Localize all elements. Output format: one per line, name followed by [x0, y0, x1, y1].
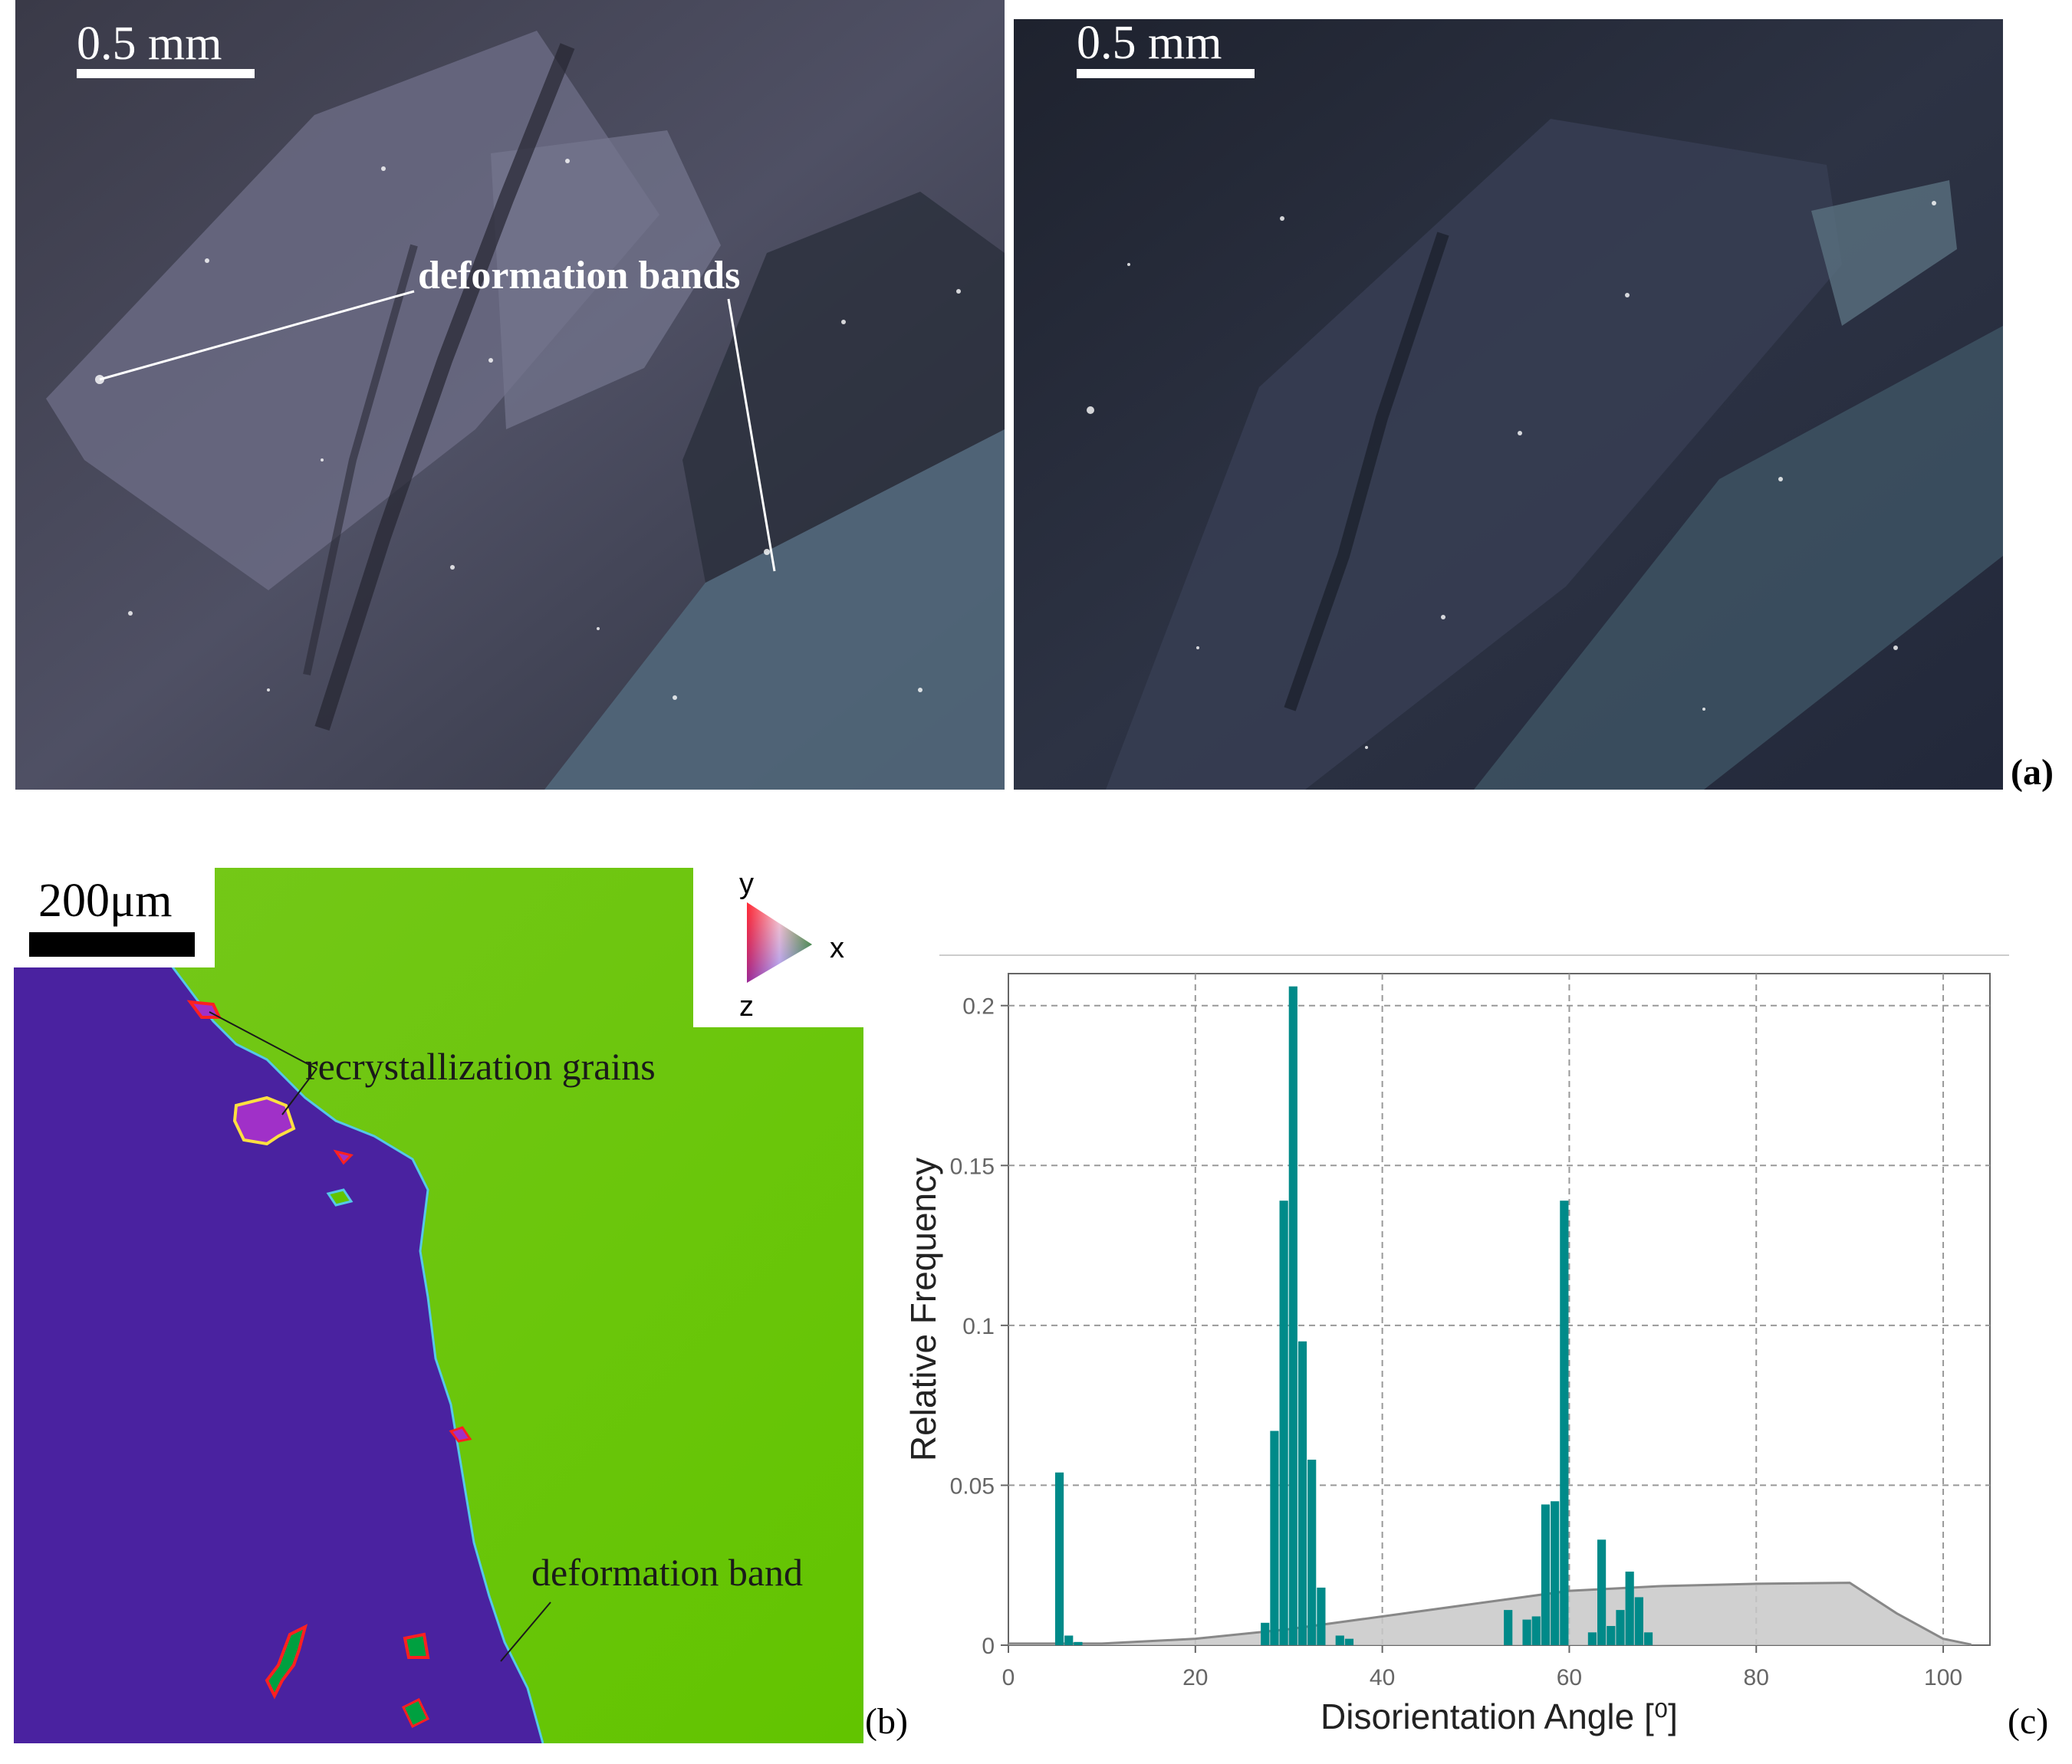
ebsd-scale-bar [29, 932, 195, 957]
y-tick-label: 0.1 [962, 1314, 995, 1339]
reference-line [1008, 1582, 1972, 1646]
x-tick-label: 0 [1002, 1665, 1015, 1690]
histogram-bar [1270, 1431, 1279, 1645]
panel-b-letter: (b) [865, 1701, 908, 1742]
ticks: 0 20 40 60 80 100 0 0.05 0.1 0.15 0.2 [950, 994, 1962, 1690]
histogram-bar [1531, 1616, 1541, 1645]
bars [1054, 986, 1653, 1645]
histogram-bar [1261, 1622, 1270, 1645]
scale-bar-right [1077, 69, 1255, 78]
scale-label-left: 0.5 mm [77, 18, 222, 70]
x-tick-label: 40 [1370, 1665, 1395, 1690]
x-tick-label: 60 [1557, 1665, 1582, 1690]
histogram-bar [1317, 1587, 1326, 1645]
histogram-bar [1522, 1619, 1531, 1645]
speckles-right [1087, 201, 1936, 749]
histogram-bar [1307, 1460, 1317, 1645]
panel-a-letter: (a) [2011, 752, 2054, 793]
y-tick-label: 0.15 [950, 1154, 995, 1179]
micrograph-right: 0.5 mm [1014, 19, 2003, 790]
micrograph-left: 0.5 mm deformation bands [15, 0, 1005, 790]
y-tick-label: 0.2 [962, 994, 995, 1020]
grid [1008, 974, 1990, 1645]
plot-area [1008, 973, 1991, 1646]
micrograph-left-image [15, 0, 1005, 790]
histogram-bar [1297, 1341, 1307, 1645]
chart-svg: 0 20 40 60 80 100 0 0.05 0.1 0.15 0.2 Disorientati… [903, 954, 2009, 1736]
histogram-bar [1607, 1625, 1616, 1645]
histogram-bar [1634, 1597, 1643, 1645]
recrystallization-grains-label: recrystallization grains [305, 1045, 656, 1088]
key-z: z [739, 990, 754, 1023]
speckles [95, 159, 961, 700]
histogram-bar [1054, 1472, 1064, 1645]
y-tick-label: 0 [982, 1634, 995, 1659]
key-y: y [739, 868, 754, 900]
reference-curve [1008, 1582, 1972, 1646]
histogram-bar [1344, 1638, 1354, 1645]
histogram-bar [1064, 1635, 1074, 1645]
histogram-bar [1279, 1201, 1288, 1645]
histogram-bar [1541, 1504, 1551, 1645]
scale-bar-left [77, 69, 255, 78]
histogram-bar [1625, 1572, 1634, 1645]
histogram-bar [1597, 1539, 1607, 1645]
histogram-bar [1643, 1632, 1653, 1645]
histogram-bar [1504, 1610, 1513, 1645]
ebsd-scale-label: 200μm [38, 875, 173, 927]
purple-grain [14, 929, 543, 1743]
histogram-bar [1074, 1641, 1083, 1645]
histogram-bar [1560, 1201, 1569, 1645]
histogram-bar [1587, 1632, 1597, 1645]
disorientation-chart: 0 20 40 60 80 100 0 0.05 0.1 0.15 0.2 Disorientati… [874, 943, 2024, 1756]
panel-c-letter: (c) [2008, 1701, 2049, 1742]
deformation-bands-label: deformation bands [418, 254, 741, 297]
y-tick-label: 0.05 [950, 1473, 995, 1499]
scale-label-right: 0.5 mm [1077, 19, 1222, 69]
x-axis-label: Disorientation Angle [⁰] [1320, 1697, 1678, 1736]
y-axis-label: Relative Frequency [903, 1158, 943, 1461]
histogram-bar [1616, 1610, 1625, 1645]
x-tick-label: 80 [1744, 1665, 1769, 1690]
histogram-bar [1551, 1501, 1560, 1645]
key-x: x [830, 932, 844, 964]
histogram-bar [1288, 986, 1297, 1645]
x-tick-label: 100 [1924, 1665, 1962, 1690]
histogram-bar [1335, 1635, 1344, 1645]
deformation-band-label: deformation band [531, 1551, 804, 1594]
micrograph-right-image [1014, 19, 2003, 790]
ebsd-map: 200μm recrystallization grains deformati… [14, 868, 863, 1743]
ipf-color-key: y x z [693, 868, 863, 1027]
x-tick-label: 20 [1182, 1665, 1208, 1690]
reference-area [1008, 1582, 1972, 1645]
